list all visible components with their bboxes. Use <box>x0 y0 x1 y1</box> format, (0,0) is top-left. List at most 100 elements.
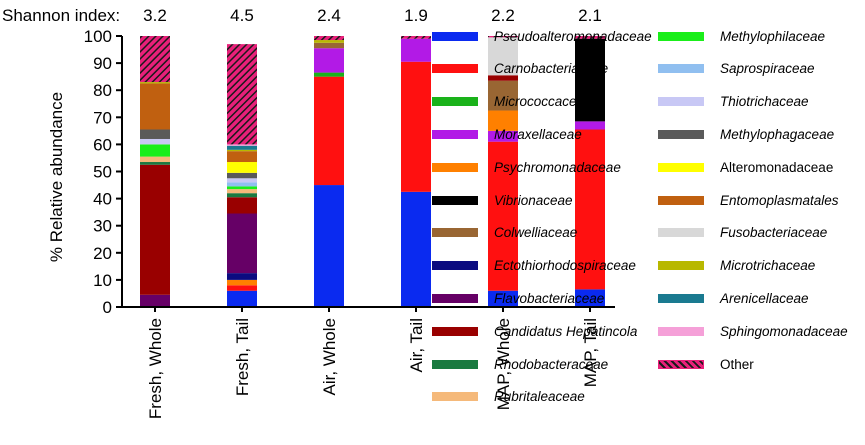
legend-swatch <box>658 162 704 172</box>
legend-item: Alteromonadaceae <box>658 158 833 176</box>
bar-segment-thiotrichaceae <box>227 178 257 183</box>
x-tick-label: Fresh, Whole <box>146 318 165 419</box>
legend-item: Fusobacteriaceae <box>658 224 827 242</box>
bar-segment-pseudoalteromonadaceae <box>488 290 518 307</box>
legend-label: Methylophagaceae <box>720 126 835 142</box>
legend-label: Thiotrichaceae <box>720 94 809 110</box>
legend-swatch <box>432 326 478 336</box>
legend-label: Rhodobacteraceae <box>494 356 609 372</box>
legend-swatch <box>658 293 704 303</box>
legend-label: Arenicellaceae <box>720 290 809 306</box>
y-tick-label: 20 <box>93 244 112 263</box>
legend-label: Colwelliaceae <box>494 225 578 241</box>
legend-item: Thiotrichaceae <box>658 93 809 111</box>
legend-item: Saprospiraceae <box>658 60 815 78</box>
legend-swatch <box>432 162 478 172</box>
bar-segment-vibrionaceae <box>575 38 605 122</box>
bar-segment-carnobacteriaceae <box>227 285 257 291</box>
legend-label: Flavobacteriaceae <box>494 290 605 306</box>
bar-segment-microtrichaceae <box>140 82 170 84</box>
shannon-index-label: Shannon index: <box>2 6 120 25</box>
legend-swatch <box>432 359 478 369</box>
bar-segment-pseudoalteromonadaceae <box>401 191 431 307</box>
legend-label: Ectothiorhodospiraceae <box>494 258 636 274</box>
bar-segment-candidatus-hepatincola <box>227 197 257 214</box>
bar-segment-flavobacteriaceae <box>227 213 257 274</box>
legend-item: Other <box>658 355 754 373</box>
legend-label: Saprospiraceae <box>720 61 815 77</box>
shannon-value: 3.2 <box>143 6 167 25</box>
shannon-value: 2.1 <box>578 6 602 25</box>
legend-item: Microtrichaceae <box>658 257 815 275</box>
legend-swatch <box>658 129 704 139</box>
x-tick-label: Air, Tail <box>407 318 426 373</box>
bar-segment-other <box>227 44 257 145</box>
legend-item: Psychromonadaceae <box>432 158 621 176</box>
y-tick-label: 10 <box>93 271 112 290</box>
legend-label: Other <box>720 356 754 372</box>
legend-swatch <box>658 64 704 74</box>
legend-label: Rubritaleaceae <box>494 389 585 405</box>
legend-label: Sphingomonadaceae <box>720 323 848 339</box>
legend-label: Alteromonadaceae <box>720 159 834 175</box>
legend-item: Carnobacteriaceae <box>432 60 608 78</box>
y-tick-label: 0 <box>103 298 112 317</box>
legend-swatch <box>432 392 478 402</box>
bar-segment-methylophagaceae <box>140 129 170 139</box>
bar-segment-other <box>575 36 605 39</box>
bar-segment-pseudoalteromonadaceae <box>575 289 605 307</box>
shannon-value: 2.2 <box>491 6 515 25</box>
legend-item: Methylophagaceae <box>658 125 834 143</box>
bar-segment-microtrichaceae <box>227 149 257 152</box>
legend-swatch <box>658 228 704 238</box>
bar-stack-2 <box>227 44 257 307</box>
shannon-value: 1.9 <box>404 6 428 25</box>
bar-segment-carnobacteriaceae <box>314 76 344 186</box>
legend-swatch <box>432 228 478 238</box>
bar-segment-thiotrichaceae <box>140 138 170 145</box>
bar-segment-arenicellaceae <box>227 145 257 150</box>
x-tick-label: MAP, Tail <box>581 318 600 387</box>
legend-item: Arenicellaceae <box>658 289 809 307</box>
shannon-index-row: Shannon index: 3.2 4.5 2.4 1.9 2.2 2.1 <box>2 6 602 25</box>
shannon-value: 4.5 <box>230 6 254 25</box>
bar-segment-colwelliaceae <box>488 80 518 111</box>
legend-item: Candidatus Hepatincola <box>432 322 637 340</box>
legend-item: Colwelliaceae <box>432 224 577 242</box>
legend-item: Micrococcaceae <box>432 93 592 111</box>
bar-stack-5 <box>488 36 518 307</box>
y-tick-label: 40 <box>93 190 112 209</box>
axes: Fresh, Whole Fresh, Tail Air, Whole Air, Ta… <box>84 27 615 419</box>
bar-segment-microtrichaceae <box>314 40 344 43</box>
bar-segment-sphingomonadaceae <box>227 144 257 146</box>
y-tick-label: 60 <box>93 135 112 154</box>
legend-item: Moraxellaceae <box>432 125 582 143</box>
bar-segment-methylophilaceae <box>227 186 257 190</box>
bar-segment-carnobacteriaceae <box>488 141 518 291</box>
legend-label: Psychromonadaceae <box>494 159 621 175</box>
bar-segment-ectothiorhodospiraceae <box>227 273 257 280</box>
bar-stack-1 <box>140 36 170 307</box>
bar-segment-candidatus-hepatincola <box>488 75 518 81</box>
bar-segment-rhodobacteraceae <box>140 162 170 165</box>
legend-label: Micrococcaceae <box>494 94 592 110</box>
y-tick-label: 50 <box>93 163 112 182</box>
bar-segment-entomoplasmatales <box>227 151 257 163</box>
bar-segment-moraxellaceae <box>314 48 344 73</box>
x-tick-label: Air, Whole <box>320 318 339 395</box>
bar-segment-psychromonadaceae <box>227 279 257 286</box>
bar-segment-methylophilaceae <box>140 144 170 157</box>
bar-segment-colwelliaceae <box>314 42 344 49</box>
bar-segment-flavobacteriaceae <box>140 294 170 307</box>
bar-segment-other <box>140 36 170 83</box>
legend-swatch <box>432 195 478 205</box>
y-tick-label: 80 <box>93 81 112 100</box>
legend-swatch <box>658 261 704 271</box>
legend-swatch <box>658 326 704 336</box>
bar-segment-candidatus-hepatincola <box>140 164 170 295</box>
bar-segment-other <box>401 36 431 39</box>
bar-segment-pseudoalteromonadaceae <box>314 185 344 307</box>
shannon-value: 2.4 <box>317 6 341 25</box>
legend-label: Methylophilaceae <box>720 28 826 44</box>
legend-swatch <box>432 261 478 271</box>
